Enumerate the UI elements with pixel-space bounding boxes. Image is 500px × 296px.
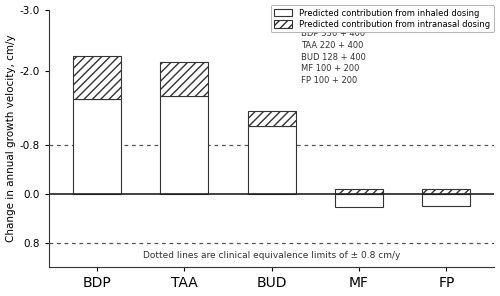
Text: Daily dose (μg) INCS + ICS
BDP 336 + 400
TAA 220 + 400
BUD 128 + 400
MF 100 + 20: Daily dose (μg) INCS + ICS BDP 336 + 400… <box>300 17 413 85</box>
Bar <box>160 96 208 194</box>
Bar <box>248 111 296 126</box>
Bar <box>335 194 383 207</box>
Y-axis label: Change in annual growth velocity, cm/y: Change in annual growth velocity, cm/y <box>6 35 16 242</box>
Bar <box>422 194 470 206</box>
Bar <box>73 99 121 194</box>
Bar <box>248 126 296 194</box>
Bar <box>335 189 383 194</box>
Bar <box>73 56 121 99</box>
Legend: Predicted contribution from inhaled dosing, Predicted contribution from intranas: Predicted contribution from inhaled dosi… <box>271 5 494 32</box>
Bar <box>422 189 470 194</box>
Text: Dotted lines are clinical equivalence limits of ± 0.8 cm/y: Dotted lines are clinical equivalence li… <box>143 251 401 260</box>
Bar <box>160 62 208 96</box>
